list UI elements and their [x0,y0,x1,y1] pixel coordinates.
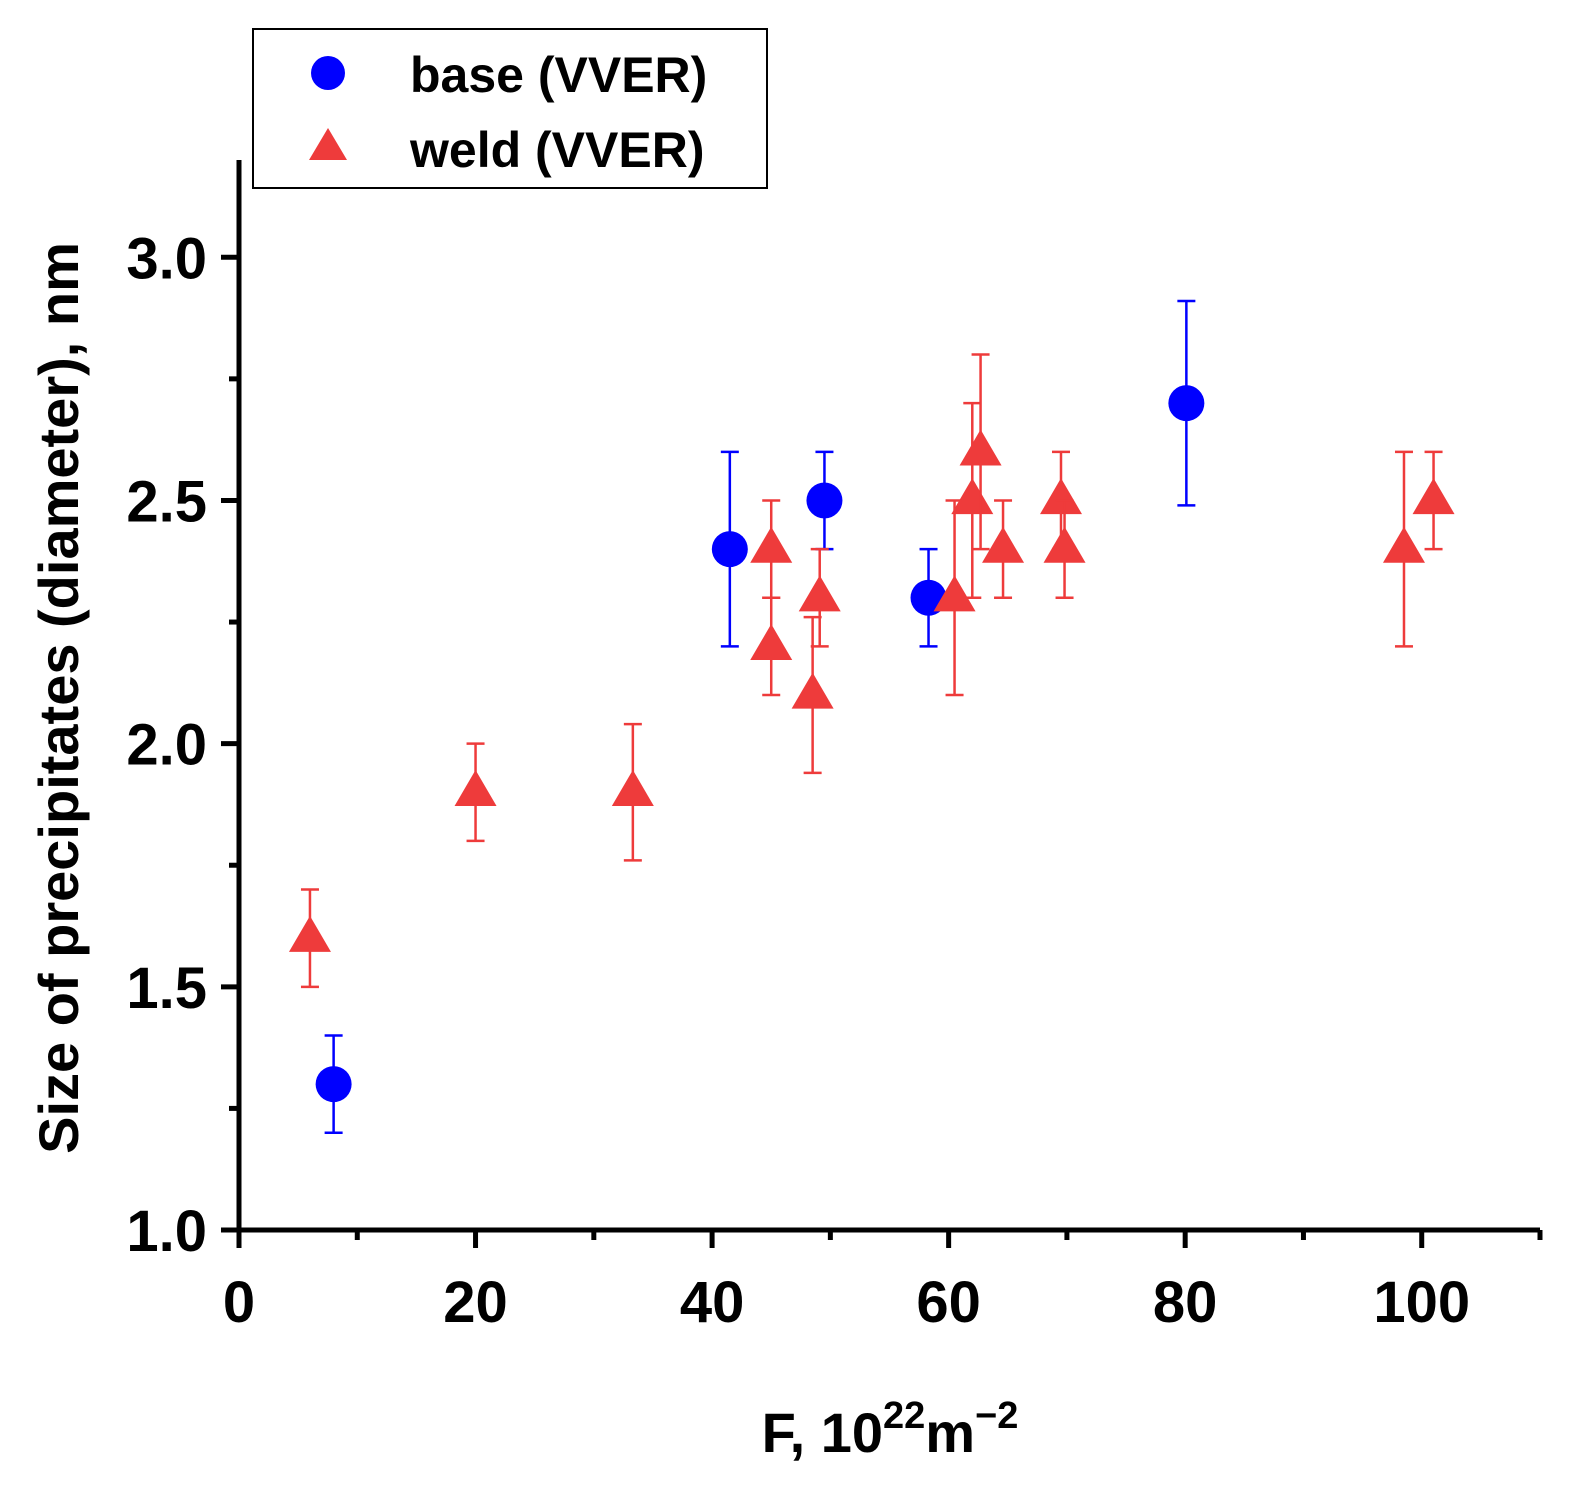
y-tick-label: 1.5 [126,956,207,1021]
data-point [315,1066,352,1103]
x-tick-label: 100 [1373,1270,1470,1335]
legend-marker-base [311,56,345,90]
legend: base (VVER) weld (VVER) [252,28,768,189]
x-axis-ticks: 0 20 40 60 80 100 [223,1230,1543,1335]
y-axis-title: Size of precipitates (diameter), nm [27,242,90,1154]
series-base [315,299,1205,1134]
y-axis-ticks: 1.0 1.5 2.0 2.5 3.0 [126,226,239,1264]
legend-marker-weld [309,128,347,160]
x-tick-label: 40 [680,1270,745,1335]
data-point [1039,478,1082,515]
x-tick-label: 20 [443,1270,508,1335]
series-weld [288,353,1455,989]
data-point [933,575,976,612]
x-axis-title-main: F, 10 [762,1401,883,1464]
x-axis-title-unit: m [925,1401,975,1464]
x-axis-title: F, 1022m−2 [762,1395,1019,1464]
data-point [1412,478,1455,515]
legend-label-weld: weld (VVER) [409,122,704,178]
x-tick-label: 0 [223,1270,255,1335]
x-tick-label: 60 [916,1270,981,1335]
data-point [951,478,994,515]
legend-label-base: base (VVER) [410,47,707,103]
x-axis-title-exponent-1: 22 [883,1395,925,1437]
data-point [454,769,497,806]
data-point [611,769,654,806]
data-point [798,575,841,612]
y-tick-label: 3.0 [126,226,207,291]
data-point [1382,526,1425,563]
y-tick-label: 1.0 [126,1199,207,1264]
data-point [959,429,1002,466]
data-point [982,526,1025,563]
axes [236,160,1540,1233]
data-point [1168,385,1205,422]
x-axis-title-exponent-2: −2 [975,1395,1018,1437]
x-tick-label: 80 [1153,1270,1218,1335]
data-point [750,624,793,661]
data-point [288,915,331,952]
data-point [791,672,834,709]
data-series [288,299,1455,1134]
data-point [750,526,793,563]
data-point [1043,526,1086,563]
data-point [806,482,843,519]
y-tick-label: 2.5 [126,469,207,534]
y-tick-label: 2.0 [126,713,207,778]
legend-box [252,28,768,189]
data-point [711,531,748,568]
